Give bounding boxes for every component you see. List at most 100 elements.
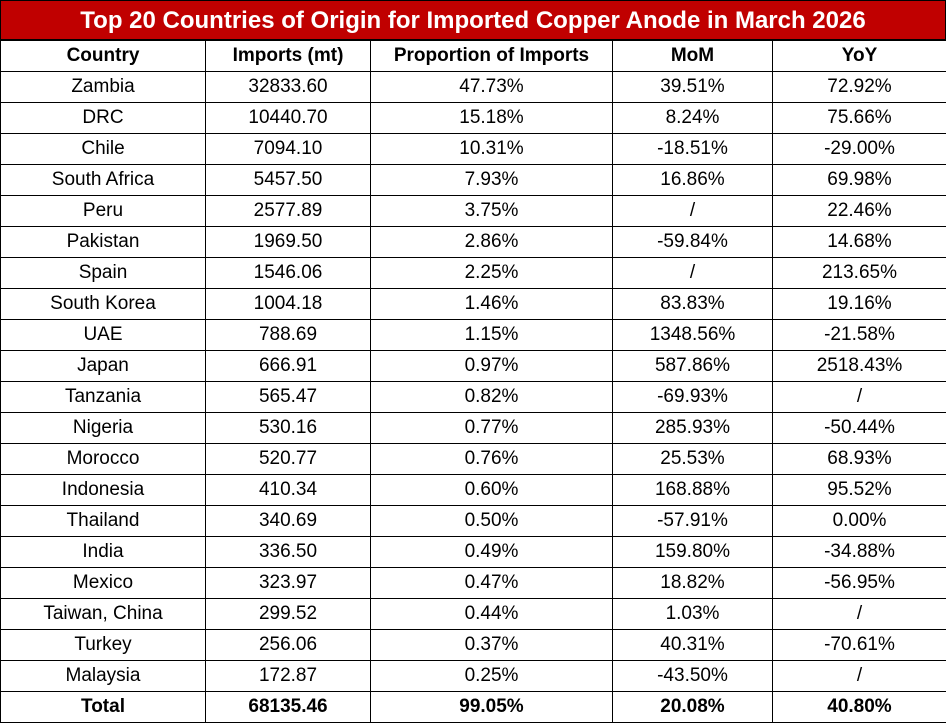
header-cell: MoM — [612, 40, 773, 72]
cell: 340.69 — [205, 505, 371, 537]
cell: / — [772, 598, 946, 630]
table-row: Japan 666.91 0.97% 587.86% 2518.43% — [0, 350, 946, 382]
cell: 7094.10 — [205, 133, 371, 165]
cell: 0.25% — [370, 660, 613, 692]
cell: -56.95% — [772, 567, 946, 599]
cell: 68.93% — [772, 443, 946, 475]
cell: / — [612, 195, 773, 227]
cell: India — [0, 536, 206, 568]
cell: -70.61% — [772, 629, 946, 661]
cell: 0.77% — [370, 412, 613, 444]
cell: DRC — [0, 102, 206, 134]
cell: 72.92% — [772, 71, 946, 103]
cell: / — [772, 660, 946, 692]
table-row: Spain 1546.06 2.25%/213.65% — [0, 257, 946, 289]
table-title: Top 20 Countries of Origin for Imported … — [0, 0, 946, 40]
table-row: Peru 2577.89 3.75%/22.46% — [0, 195, 946, 227]
cell: 68135.46 — [205, 691, 371, 723]
cell: 168.88% — [612, 474, 773, 506]
cell: 32833.60 — [205, 71, 371, 103]
cell: -18.51% — [612, 133, 773, 165]
cell: 1.46% — [370, 288, 613, 320]
cell: 0.82% — [370, 381, 613, 413]
table-row: UAE 788.69 1.15% 1348.56% -21.58% — [0, 319, 946, 351]
cell: South Africa — [0, 164, 206, 196]
cell: UAE — [0, 319, 206, 351]
cell: 410.34 — [205, 474, 371, 506]
cell: / — [772, 381, 946, 413]
cell: 16.86% — [612, 164, 773, 196]
cell: Malaysia — [0, 660, 206, 692]
cell: 8.24% — [612, 102, 773, 134]
cell: 1004.18 — [205, 288, 371, 320]
cell: 0.49% — [370, 536, 613, 568]
cell: 0.76% — [370, 443, 613, 475]
cell: Japan — [0, 350, 206, 382]
table-row: Mexico 323.97 0.47% 18.82% -56.95% — [0, 567, 946, 599]
cell: Mexico — [0, 567, 206, 599]
table-row: Turkey 256.06 0.37% 40.31% -70.61% — [0, 629, 946, 661]
cell: Tanzania — [0, 381, 206, 413]
cell: 159.80% — [612, 536, 773, 568]
cell: 75.66% — [772, 102, 946, 134]
cell: Thailand — [0, 505, 206, 537]
header-cell: Country — [0, 40, 206, 72]
cell: 18.82% — [612, 567, 773, 599]
table-row: India 336.50 0.49% 159.80% -34.88% — [0, 536, 946, 568]
cell: 39.51% — [612, 71, 773, 103]
cell: 520.77 — [205, 443, 371, 475]
cell: 172.87 — [205, 660, 371, 692]
header-row: Country Imports (mt) Proportion of Imports… — [0, 40, 946, 72]
cell: South Korea — [0, 288, 206, 320]
cell: 2518.43% — [772, 350, 946, 382]
cell: 530.16 — [205, 412, 371, 444]
cell: 25.53% — [612, 443, 773, 475]
cell: 3.75% — [370, 195, 613, 227]
cell: -69.93% — [612, 381, 773, 413]
cell: 0.37% — [370, 629, 613, 661]
cell: Nigeria — [0, 412, 206, 444]
cell: 47.73% — [370, 71, 613, 103]
table-row: Nigeria 530.16 0.77% 285.93% -50.44% — [0, 412, 946, 444]
cell: 14.68% — [772, 226, 946, 258]
table-row: Indonesia 410.34 0.60% 168.88% 95.52% — [0, 474, 946, 506]
table-row: Malaysia 172.87 0.25% -43.50% / — [0, 660, 946, 692]
cell: 1348.56% — [612, 319, 773, 351]
cell: 0.50% — [370, 505, 613, 537]
table-row: Taiwan, China 299.52 0.44% 1.03% / — [0, 598, 946, 630]
cell: 213.65% — [772, 257, 946, 289]
cell: 1969.50 — [205, 226, 371, 258]
table-row: South Korea 1004.18 1.46% 83.83% 19.16% — [0, 288, 946, 320]
cell: -43.50% — [612, 660, 773, 692]
cell: 95.52% — [772, 474, 946, 506]
cell: 336.50 — [205, 536, 371, 568]
cell: 788.69 — [205, 319, 371, 351]
cell: -57.91% — [612, 505, 773, 537]
table-row: Zambia 32833.60 47.73% 39.51% 72.92% — [0, 71, 946, 103]
cell: Pakistan — [0, 226, 206, 258]
cell: 0.47% — [370, 567, 613, 599]
cell: Total — [0, 691, 206, 723]
table-row: Thailand 340.69 0.50% -57.91% 0.00% — [0, 505, 946, 537]
cell: 666.91 — [205, 350, 371, 382]
cell: 19.16% — [772, 288, 946, 320]
cell: -59.84% — [612, 226, 773, 258]
cell: 587.86% — [612, 350, 773, 382]
cell: 10440.70 — [205, 102, 371, 134]
total-row: Total 68135.46 99.05% 20.08% 40.80% — [0, 691, 946, 723]
cell: 83.83% — [612, 288, 773, 320]
cell: -50.44% — [772, 412, 946, 444]
cell: Peru — [0, 195, 206, 227]
cell: 22.46% — [772, 195, 946, 227]
cell: 7.93% — [370, 164, 613, 196]
cell: 10.31% — [370, 133, 613, 165]
cell: 5457.50 — [205, 164, 371, 196]
table-row: Pakistan 1969.50 2.86% -59.84% 14.68% — [0, 226, 946, 258]
cell: 2.25% — [370, 257, 613, 289]
cell: 1.03% — [612, 598, 773, 630]
cell: 15.18% — [370, 102, 613, 134]
cell: Taiwan, China — [0, 598, 206, 630]
cell: 0.44% — [370, 598, 613, 630]
table: Country Imports (mt) Proportion of Imports… — [0, 40, 946, 723]
